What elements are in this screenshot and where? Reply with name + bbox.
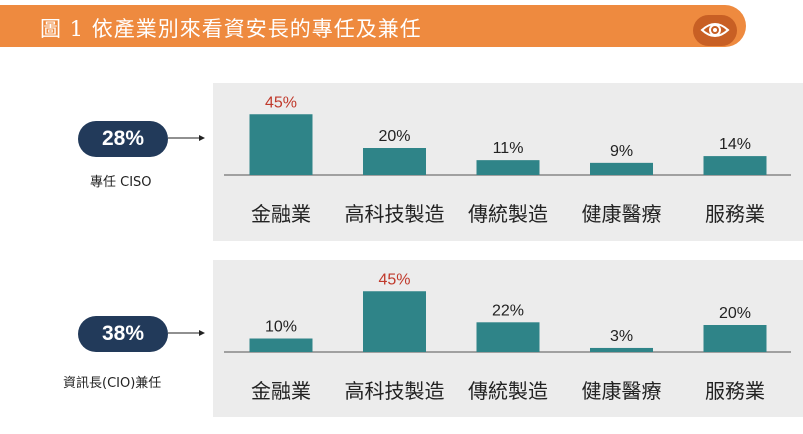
data-label: 11% [493, 140, 524, 157]
chart-panel-concurrent: 10% 金融業 45% 高科技製造 22% 傳統製造 3% 健康醫療 20% 服務業 [213, 260, 803, 417]
category-label: 健康醫療 [582, 202, 662, 226]
data-label: 3% [610, 328, 633, 345]
arrow-right-icon [168, 135, 205, 141]
arrow-right-icon [168, 330, 205, 336]
data-label: 22% [492, 302, 524, 319]
data-label: 45% [265, 94, 297, 111]
category-label: 服務業 [705, 379, 765, 403]
category-label: 健康醫療 [582, 379, 662, 403]
view-button[interactable] [693, 15, 737, 46]
data-label: 20% [378, 128, 410, 145]
category-label: 金融業 [251, 379, 311, 403]
bar-chart-concurrent: 10% 金融業 45% 高科技製造 22% 傳統製造 3% 健康醫療 20% 服務業 [224, 271, 791, 403]
bar [249, 114, 313, 175]
bar [363, 148, 426, 175]
page-title: 圖 1 依產業別來看資安長的專任及兼任 [40, 17, 422, 41]
data-label: 14% [719, 136, 751, 153]
group-percent-concurrent: 38% [78, 316, 168, 352]
category-label: 金融業 [251, 202, 311, 226]
bar [703, 325, 767, 352]
bar [363, 291, 426, 352]
eye-icon [700, 23, 730, 37]
group-percent-dedicated: 28% [78, 121, 168, 157]
bar [476, 322, 540, 352]
bar [703, 156, 767, 175]
data-label: 20% [719, 305, 751, 322]
category-label: 服務業 [705, 202, 765, 226]
bar [249, 338, 313, 352]
data-label: 45% [378, 271, 410, 288]
chart-panel-dedicated: 45% 金融業 20% 高科技製造 11% 傳統製造 9% 健康醫療 14% 服務業 [213, 83, 803, 241]
category-label: 傳統製造 [468, 379, 548, 403]
bar-chart-dedicated: 45% 金融業 20% 高科技製造 11% 傳統製造 9% 健康醫療 14% 服務業 [224, 94, 791, 226]
data-label: 9% [610, 143, 633, 160]
group-label-concurrent: 資訊長(CIO)兼任 [63, 376, 162, 391]
group-label-dedicated: 專任 CISO [90, 175, 152, 190]
data-label: 10% [265, 319, 297, 336]
title-banner: 圖 1 依產業別來看資安長的專任及兼任 [0, 5, 746, 47]
category-label: 高科技製造 [345, 202, 445, 226]
bar [590, 347, 653, 352]
category-label: 傳統製造 [468, 202, 548, 226]
category-label: 高科技製造 [345, 379, 445, 403]
bar [590, 162, 653, 175]
bar [476, 160, 540, 175]
